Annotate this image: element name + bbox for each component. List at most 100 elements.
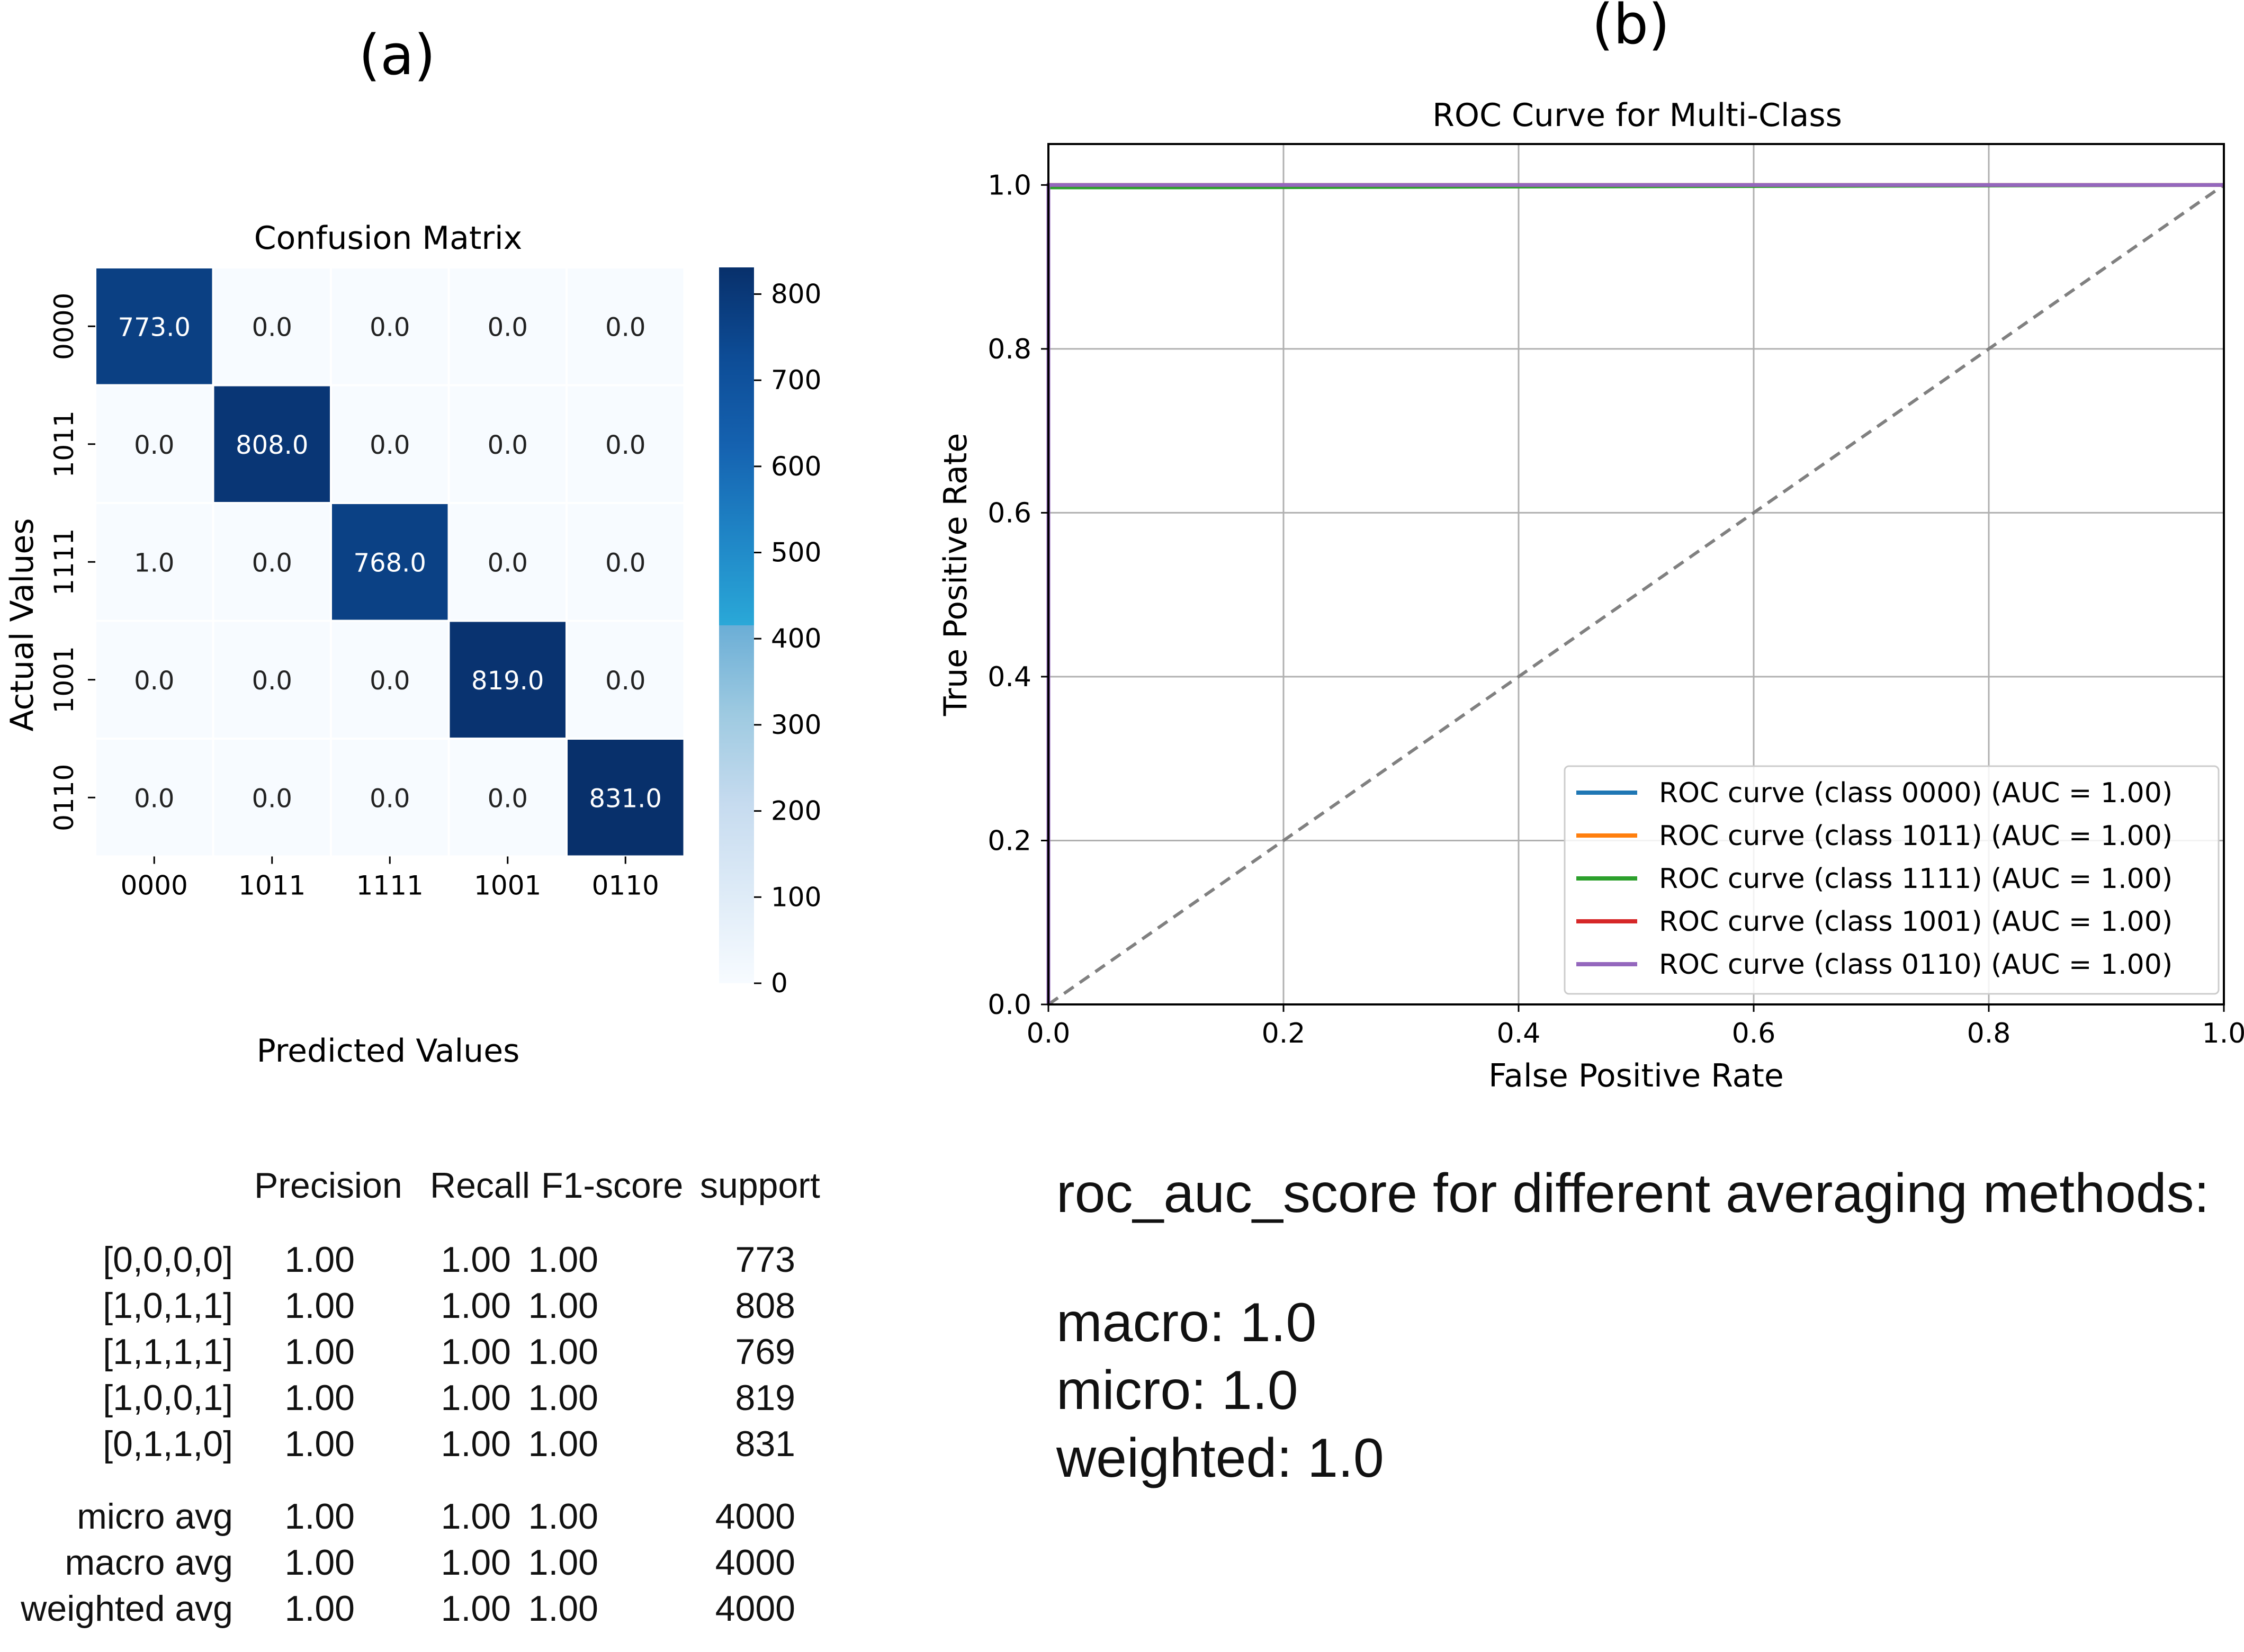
roc-x-tick-label: 0.4 [1497, 1018, 1541, 1049]
cm-x-tick-label: 1001 [474, 870, 541, 901]
cm-cell [212, 502, 332, 622]
report-cell-f1: 1.00 [528, 1286, 598, 1326]
report-cell-support: 4000 [715, 1588, 795, 1629]
cm-colorbar-tick-label: 200 [771, 796, 821, 827]
report-cell-support: 773 [735, 1240, 795, 1280]
cm-cell-label: 0.0 [252, 784, 292, 813]
report-cell-recall: 1.00 [441, 1378, 511, 1418]
cm-xlabel: Predicted Values [257, 1032, 520, 1070]
roc-y-tick-label: 0.0 [988, 989, 1031, 1021]
report-cell-precision: 1.00 [284, 1588, 355, 1629]
cm-colorbar-tick-label: 300 [771, 710, 821, 740]
cm-cell-label: 808.0 [236, 430, 308, 460]
report-cell-f1: 1.00 [528, 1542, 598, 1583]
cm-y-tick-label: 1001 [49, 646, 79, 713]
report-cell-support: 769 [735, 1332, 795, 1372]
report-row-label: weighted avg [21, 1588, 233, 1629]
roc-legend-label: ROC curve (class 1111) (AUC = 1.00) [1659, 863, 2173, 895]
cm-cell-label: 0.0 [252, 312, 292, 342]
cm-y-tick-label: 0110 [49, 764, 79, 831]
cm-colorbar-tick-label: 100 [771, 882, 821, 912]
cm-x-tick-label: 1111 [356, 870, 424, 901]
cm-colorbar-ticks: 0 100 200 300 400 500 600 700 800 [754, 279, 821, 999]
report-cell-recall: 1.00 [441, 1286, 511, 1326]
cm-cell [566, 738, 686, 858]
figure: (a) (b) Confusion Matrix 773.0 0.0 0.0 0.0 0… [4, 0, 2244, 1094]
report-cell-precision: 1.00 [284, 1542, 355, 1583]
report-cell-support: 819 [735, 1378, 795, 1418]
roc-x-tick-label: 0.2 [1262, 1018, 1306, 1049]
report-cell-support: 4000 [715, 1542, 795, 1583]
cm-colorbar-tick-label: 500 [771, 537, 821, 568]
cm-title: Confusion Matrix [254, 220, 522, 257]
panel-b-label: (b) [1592, 0, 1669, 57]
roc-xlabel: False Positive Rate [1488, 1057, 1784, 1094]
cm-cell [330, 266, 450, 387]
cm-cell [94, 266, 214, 387]
roc-auc-summary: roc_auc_score for different averaging me… [1056, 1162, 2210, 1492]
report-cell-precision: 1.00 [284, 1240, 355, 1280]
roc-x-tick-label: 0.0 [1027, 1018, 1071, 1049]
cm-colorbar-tick-label: 800 [771, 279, 821, 309]
cm-cell-label: 0.0 [488, 784, 528, 813]
cm-cell-label: 0.0 [605, 312, 645, 342]
cm-cell-label: 0.0 [134, 784, 174, 813]
cm-cells [94, 266, 686, 858]
report-cell-recall: 1.00 [441, 1542, 511, 1583]
roc-auc-macro: macro: 1.0 [1056, 1292, 1317, 1353]
cm-y-tick-label: 0000 [49, 293, 79, 360]
cm-y-ticks: 0000 1011 1111 1001 0110 [49, 293, 95, 831]
cm-y-tick-label: 1111 [49, 528, 79, 596]
cm-cell-label: 773.0 [118, 312, 191, 342]
report-cell-recall: 1.00 [441, 1424, 511, 1464]
cm-cell [212, 620, 332, 740]
cm-cell-label: 0.0 [488, 430, 528, 460]
cm-ylabel: Actual Values [4, 518, 41, 731]
cm-cell [330, 620, 450, 740]
report-cell-support: 831 [735, 1424, 795, 1464]
report-cell-f1: 1.00 [528, 1240, 598, 1280]
cm-cell-label: 0.0 [370, 312, 410, 342]
cm-cell-label: 1.0 [134, 548, 174, 578]
roc-x-tick-label: 0.8 [1967, 1018, 2011, 1049]
report-cell-support: 808 [735, 1286, 795, 1326]
report-cell-precision: 1.00 [284, 1286, 355, 1326]
report-cell-precision: 1.00 [284, 1424, 355, 1464]
report-cell-precision: 1.00 [284, 1332, 355, 1372]
roc-x-tick-label: 0.6 [1732, 1018, 1776, 1049]
report-header-recall: Recall [430, 1165, 530, 1206]
classification-report: Precision Recall F1-score support [0,0,0… [0, 1165, 900, 1641]
cm-x-tick-label: 0110 [592, 870, 659, 901]
cm-colorbar-tick-label: 700 [771, 365, 821, 396]
cm-colorbar-tick-label: 400 [771, 623, 821, 654]
cm-cell [330, 738, 450, 858]
cm-cell [94, 738, 214, 858]
roc-legend-label: ROC curve (class 1001) (AUC = 1.00) [1659, 906, 2173, 938]
cm-cell-label: 768.0 [354, 548, 426, 578]
roc-auc-weighted: weighted: 1.0 [1056, 1427, 1384, 1489]
report-row-label: micro avg [77, 1496, 233, 1537]
report-cell-precision: 1.00 [284, 1496, 355, 1537]
cm-colorbar [719, 267, 754, 983]
cm-cell-label: 0.0 [252, 548, 292, 578]
report-row-label: [1,1,1,1] [103, 1332, 233, 1372]
report-cell-recall: 1.00 [441, 1496, 511, 1537]
confusion-matrix: Confusion Matrix 773.0 0.0 0.0 0.0 0.0 0.0 808… [4, 220, 821, 1070]
report-cell-recall: 1.00 [441, 1240, 511, 1280]
cm-x-tick-label: 0000 [121, 870, 188, 901]
cm-x-tick-label: 1011 [238, 870, 306, 901]
cm-cell-label: 0.0 [134, 666, 174, 696]
cm-cell-label: 0.0 [370, 784, 410, 813]
report-cell-f1: 1.00 [528, 1424, 598, 1464]
report-row-label: [0,0,0,0] [103, 1240, 233, 1280]
report-cell-recall: 1.00 [441, 1588, 511, 1629]
cm-cell-label: 0.0 [488, 312, 528, 342]
cm-cell-label: 0.0 [488, 548, 528, 578]
cm-cell [566, 620, 686, 740]
cm-colorbar-tick-label: 0 [771, 968, 788, 999]
cm-cell [330, 384, 450, 504]
cm-cell [566, 384, 686, 504]
cm-cell-label: 831.0 [589, 784, 662, 813]
cm-cell-label: 0.0 [134, 430, 174, 460]
cm-cell-label: 0.0 [605, 548, 645, 578]
